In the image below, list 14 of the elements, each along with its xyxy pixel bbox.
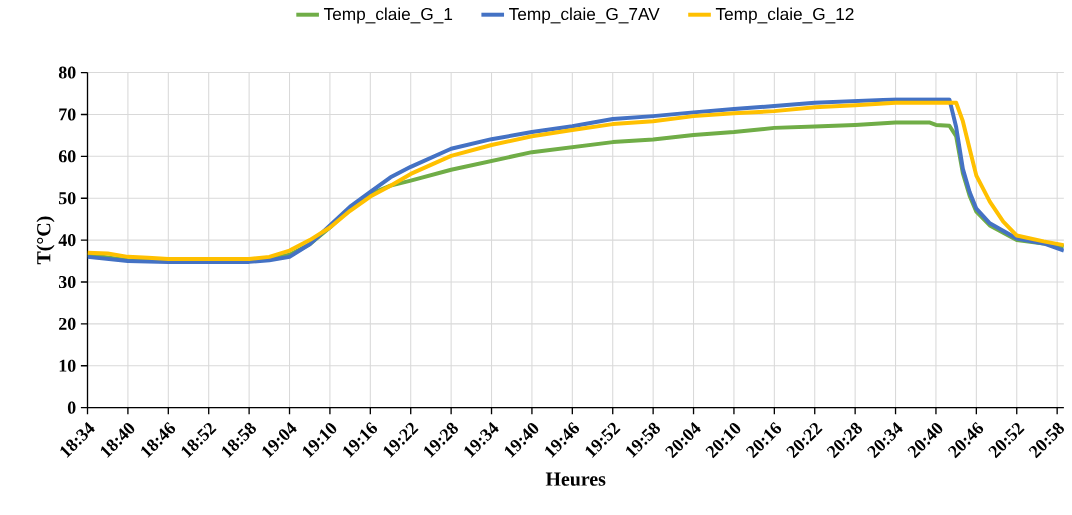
y-tick-label: 70 <box>59 108 76 121</box>
y-tick-label: 30 <box>58 275 76 289</box>
y-tick-label: 40 <box>58 234 76 247</box>
y-axis-title: T(°C) <box>36 216 55 265</box>
y-tick-label: 60 <box>58 150 76 163</box>
y-tick-label: 20 <box>59 317 76 330</box>
legend-label: Temp_claie_G_12 <box>715 7 854 24</box>
y-tick-label: 0 <box>67 401 76 414</box>
y-tick-label: 50 <box>59 192 76 205</box>
y-tick-label: 10 <box>59 359 76 372</box>
legend-label: Temp_claie_G_7AV <box>509 7 660 24</box>
y-tick-label: 80 <box>58 66 76 79</box>
legend-label: Temp_claie_G_1 <box>323 7 453 24</box>
x-axis-title: Heures <box>545 472 606 486</box>
